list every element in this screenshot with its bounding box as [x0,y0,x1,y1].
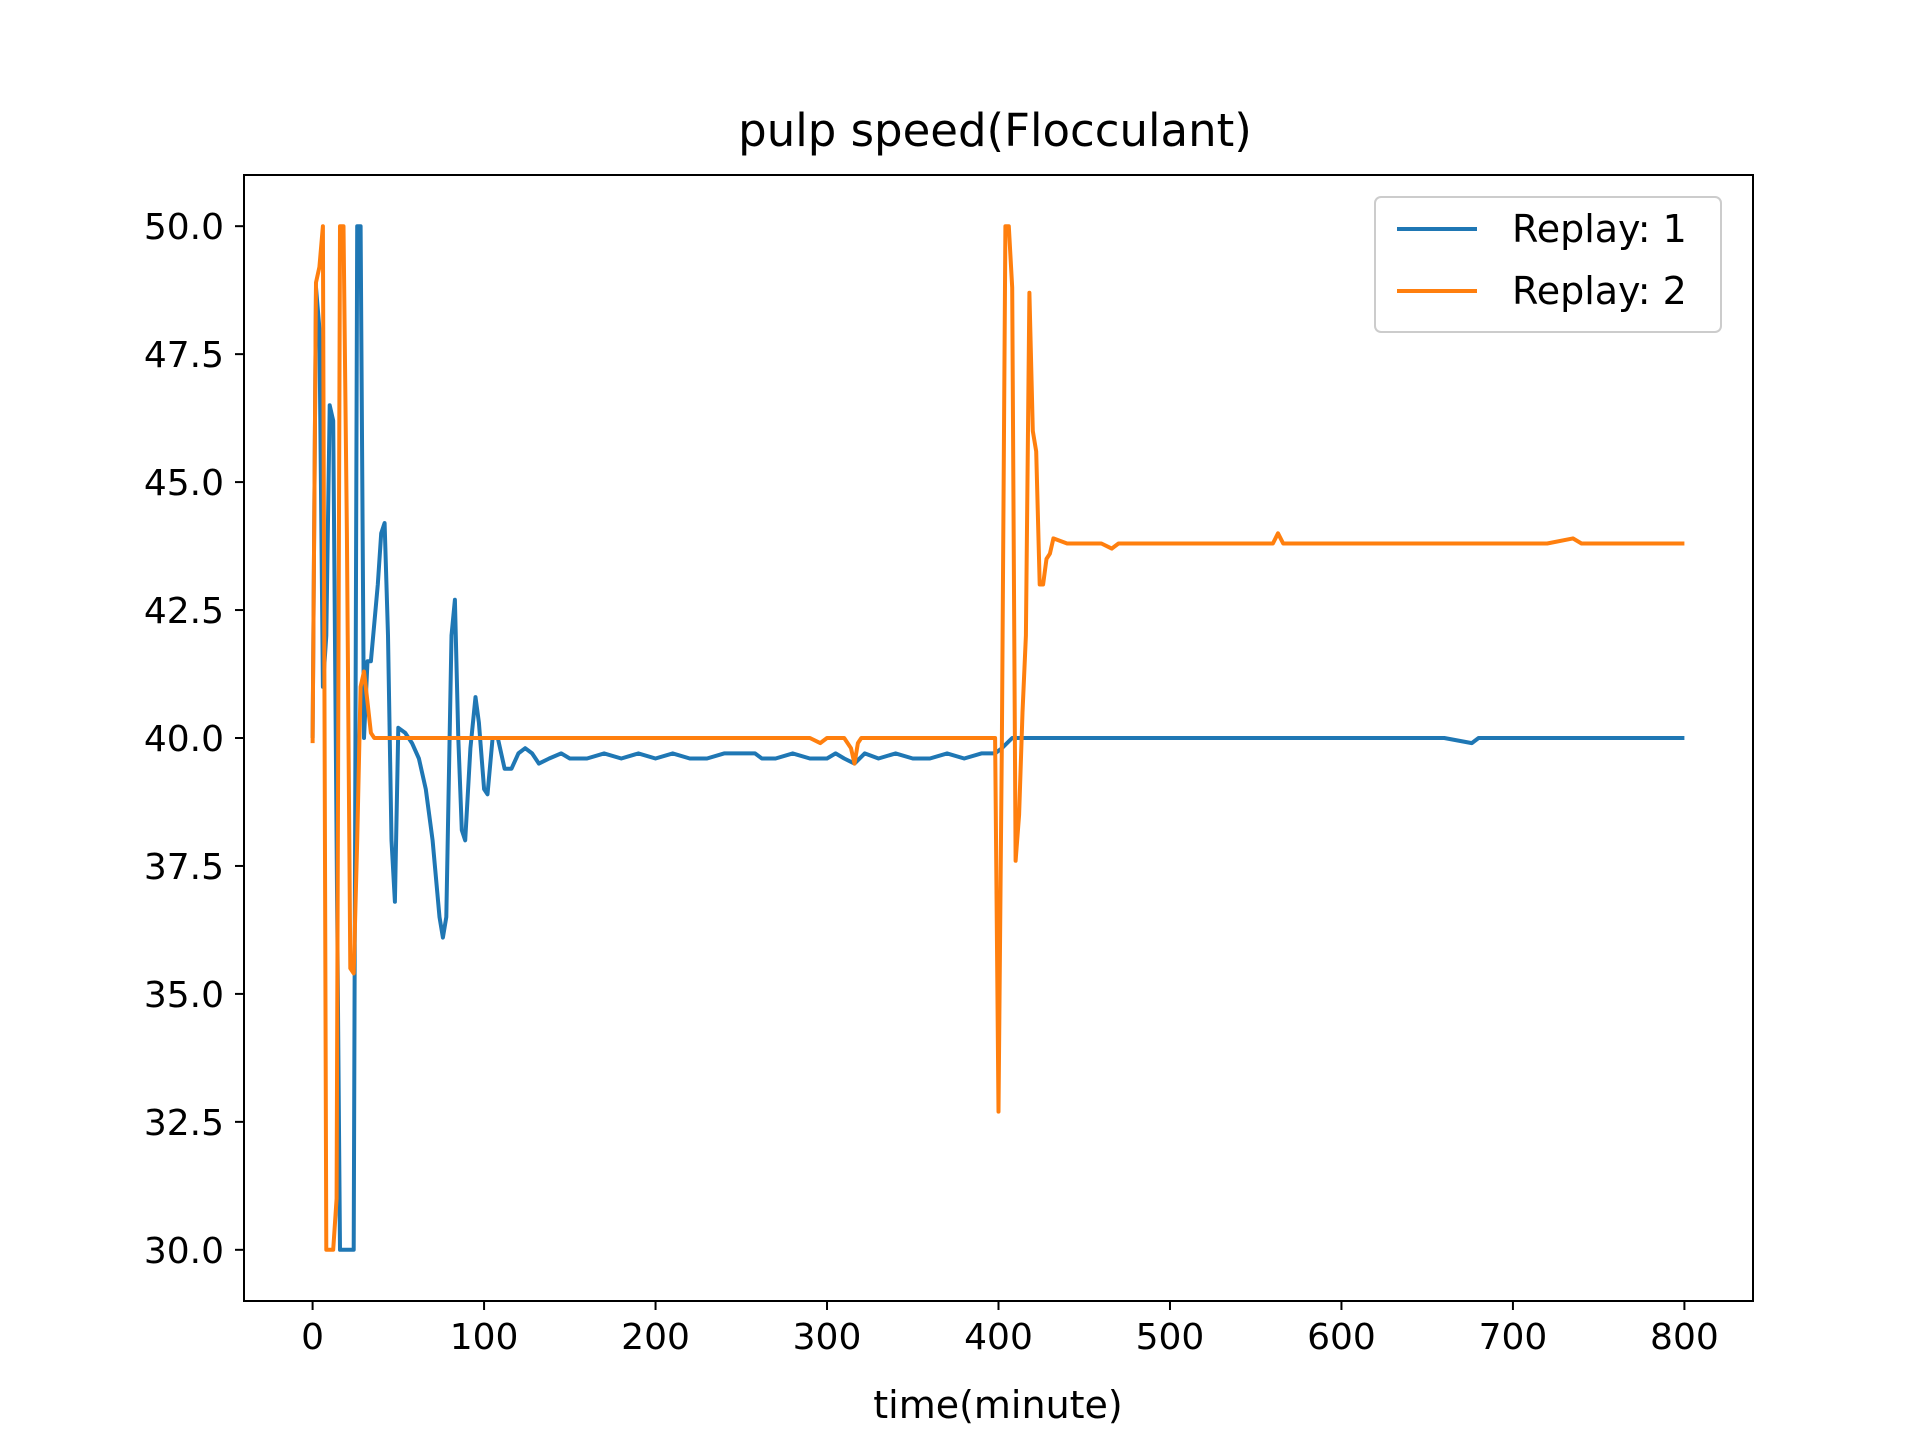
series-line-1 [310,224,1685,1252]
x-tick-label: 500 [1136,1317,1205,1358]
legend-item-2[interactable]: Replay: 2 [1397,269,1687,313]
legend-label: Replay: 2 [1512,269,1687,313]
x-tick-label: 0 [301,1317,324,1358]
series-line-2 [310,224,1685,1252]
legend-label: Replay: 1 [1512,207,1687,251]
x-axis-label: time(minute) [873,1383,1123,1427]
y-tick-label: 30.0 [144,1231,224,1272]
x-tick-label: 300 [793,1317,862,1358]
y-tick-label: 50.0 [144,207,224,248]
y-tick-label: 37.5 [144,847,224,888]
x-tick-label: 200 [621,1317,690,1358]
x-axis: 0 100 200 300 400 500 600 700 800 [301,1301,1719,1358]
x-tick-label: 700 [1479,1317,1548,1358]
x-tick-label: 800 [1650,1317,1719,1358]
y-axis: 30.0 32.5 35.0 37.5 40.0 42.5 45.0 47.5 50.0 [144,207,244,1272]
series-layer [310,224,1685,1252]
y-tick-label: 42.5 [144,591,224,632]
y-tick-label: 32.5 [144,1103,224,1144]
y-tick-label: 35.0 [144,975,224,1016]
x-tick-label: 400 [964,1317,1033,1358]
legend-item-1[interactable]: Replay: 1 [1397,207,1687,251]
y-tick-label: 47.5 [144,335,224,376]
y-tick-label: 45.0 [144,463,224,504]
x-tick-label: 600 [1307,1317,1376,1358]
chart-title: pulp speed(Flocculant) [738,104,1252,157]
legend[interactable]: Replay: 1 Replay: 2 [1374,196,1722,333]
y-tick-label: 40.0 [144,719,224,760]
x-tick-label: 100 [450,1317,519,1358]
